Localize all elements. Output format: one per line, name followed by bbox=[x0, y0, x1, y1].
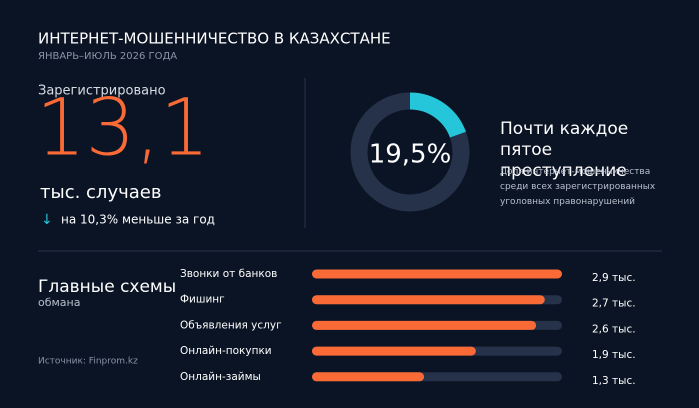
category-label: Онлайн-займы bbox=[180, 371, 261, 383]
donut-title: Почти каждое пятое преступление bbox=[500, 119, 628, 181]
stat-number: 13,1 bbox=[36, 84, 210, 174]
bar bbox=[312, 320, 537, 330]
category-label: Онлайн-покупки bbox=[180, 345, 272, 357]
bar bbox=[312, 372, 425, 382]
category-label: Фишинг bbox=[180, 294, 225, 306]
down-arrow: ↓ bbox=[41, 212, 53, 228]
stat-change: на 10,3% меньше за год bbox=[61, 213, 215, 227]
bar bbox=[312, 269, 562, 279]
bar bbox=[312, 295, 545, 305]
title: ИНТЕРНЕТ-МОШЕННИЧЕСТВО В КАЗАХСТАНЕ bbox=[38, 30, 391, 48]
value-label: 2,7 тыс. bbox=[592, 298, 636, 310]
value-label: 1,3 тыс. bbox=[592, 375, 636, 387]
stat-label: Зарегистрировано bbox=[38, 84, 166, 99]
donut-center-label: 19,5% bbox=[369, 140, 452, 170]
bar bbox=[312, 346, 476, 356]
category-label: Объявления услуг bbox=[180, 319, 282, 331]
donut-segment bbox=[409, 92, 466, 138]
bar-title: Главные схемы bbox=[38, 277, 176, 297]
value-label: 2,9 тыс. bbox=[592, 272, 636, 284]
value-label: 1,9 тыс. bbox=[592, 349, 636, 361]
bar-subtitle: обмана bbox=[38, 296, 81, 309]
donut-segment bbox=[350, 92, 470, 212]
source: Источник: Finprom.kz bbox=[38, 357, 138, 367]
stat-unit: тыс. случаев bbox=[40, 182, 161, 203]
donut-description: Доля интернет-мошенничества среди всех за… bbox=[500, 167, 656, 207]
category-label: Звонки от банков bbox=[180, 268, 277, 280]
subtitle: ЯНВАРЬ–ИЮЛЬ 2026 ГОДА bbox=[38, 51, 177, 62]
value-label: 2,6 тыс. bbox=[592, 323, 636, 335]
